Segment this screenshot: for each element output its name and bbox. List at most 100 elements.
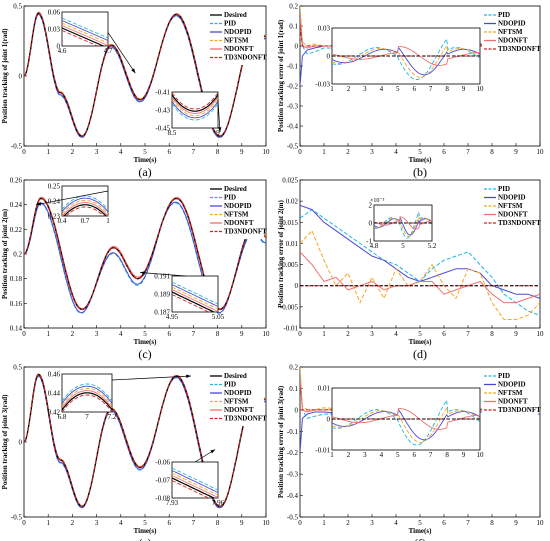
inset-exponent-label: ×10⁻³: [370, 198, 385, 204]
inset-series-nftsm: [374, 216, 432, 238]
inset-plot-area: [374, 211, 432, 239]
legend-label-pid: PID: [498, 372, 510, 380]
inset-x-tick-label: 9: [462, 451, 466, 459]
inset-series-ndopid: [374, 216, 432, 236]
y-tick-label: 0.16: [10, 300, 23, 308]
x-tick-label: 0: [22, 330, 26, 338]
zoom-pointer-line: [36, 190, 109, 206]
inset-series-td3ndonft: [62, 394, 112, 412]
inset-series-desired: [62, 27, 105, 46]
zoom-pointer-arrowhead: [210, 449, 216, 454]
x-tick-label: 5: [418, 148, 422, 156]
inset-y-tick-label: 0.187: [154, 309, 170, 317]
x-tick-label: 7: [466, 330, 470, 338]
inset-x-tick-label: 4: [380, 85, 384, 93]
x-tick-label: 1: [322, 330, 326, 338]
legend-label-ndopid: NDOPID: [224, 389, 252, 397]
inset-series-desired: [63, 204, 107, 216]
x-tick-label: 8: [216, 148, 220, 156]
y-tick-label: -0.01: [283, 325, 298, 333]
y-tick-label: 0.005: [282, 261, 298, 269]
legend-label-pid: PID: [498, 185, 510, 193]
y-tick-label: -0.3: [287, 103, 299, 111]
zoom-pointer-arrowhead: [218, 127, 222, 132]
zoom-inset: 7.93 7.96 -0.06 -0.07 -0.08: [155, 459, 224, 508]
inset-x-tick-label: 7.93: [166, 499, 179, 507]
x-tick-label: 6: [442, 148, 446, 156]
x-tick-label: 2: [346, 330, 350, 338]
inset-y-tick-label: 0.189: [154, 291, 170, 299]
x-tick-label: 0: [298, 148, 302, 156]
inset-x-tick-label: 4.8: [370, 242, 379, 250]
legend-label-ndopid: NDOPID: [224, 28, 252, 36]
zoom-inset: 8.5 9 -0.41 -0.43 -0.45: [155, 89, 220, 138]
y-tick-label: 0.14: [10, 325, 23, 333]
inset-series-ndopid: [332, 46, 480, 76]
inset-series-desired: [172, 291, 216, 312]
y-tick-label: 0.1: [289, 23, 298, 31]
y-tick-label: 0: [295, 406, 299, 414]
y-axis-label: Position tracking error of joint 3(rad): [277, 385, 285, 498]
inset-y-tick-label: 0.44: [48, 390, 61, 398]
zoom-inset: 6.8 7 7.2 0.46 0.44 0.42: [48, 371, 117, 422]
inset-x-tick-label: 8: [445, 85, 449, 93]
y-tick-label: -0.3: [287, 471, 299, 479]
y-axis-label: Position tracking of joint 2(m): [1, 208, 9, 299]
inset-series-nftsm: [172, 472, 218, 496]
x-tick-label: 5: [418, 519, 422, 527]
inset-series-td3ndonft: [172, 480, 210, 498]
inset-series-nftsm: [62, 199, 108, 215]
inset-series-ndonft: [172, 475, 218, 498]
legend-label-nftsm: NFTSM: [498, 202, 523, 210]
x-tick-label: 8: [490, 148, 494, 156]
inset-frame: [171, 275, 219, 313]
x-tick-label: 1: [46, 519, 50, 527]
inset-y-tick-label: -0.43: [155, 107, 170, 115]
inset-x-tick-label: 8: [445, 451, 449, 459]
zoom-inset: 1 2 3 4 5 6 7 8 9 10 0.01 0 -0.01: [315, 385, 484, 460]
inset-x-tick-label: 2: [347, 451, 351, 459]
zoom-inset: 4.8 5 5.2 2 0 -1 ×10⁻³: [366, 198, 437, 250]
inset-y-tick-label: -0.41: [155, 89, 170, 97]
inset-y-tick-label: 0: [369, 220, 373, 228]
inset-series-nftsm: [172, 286, 218, 310]
plot-area: [24, 196, 266, 314]
zoom-pointer-arrowhead: [186, 374, 191, 378]
series-line-td3ndonft: [24, 12, 266, 137]
legend-label-td3ndonft: TD3NDONFT: [224, 415, 267, 423]
inset-x-tick-label: 7: [429, 85, 433, 93]
inset-frame: [171, 461, 219, 499]
y-tick-label: 0.015: [282, 219, 298, 227]
y-tick-label: -0.1: [287, 428, 299, 436]
x-axis-label: Time(s): [134, 527, 157, 535]
legend-label-pid: PID: [498, 11, 510, 19]
inset-plot-area: [332, 37, 480, 80]
inset-x-tick-label: 1: [330, 85, 334, 93]
inset-x-tick-label: 5: [401, 242, 405, 250]
y-tick-label: -0.2: [287, 449, 299, 457]
inset-x-tick-label: 4.6: [58, 47, 67, 55]
x-tick-label: 4: [119, 330, 123, 338]
inset-series-desired: [62, 392, 112, 411]
inset-y-tick-label: 0.03: [318, 25, 331, 33]
inset-y-tick-label: 0.191: [154, 273, 170, 281]
x-tick-label: 7: [192, 330, 196, 338]
x-tick-label: 2: [71, 519, 75, 527]
inset-y-tick-label: -0.45: [155, 125, 170, 133]
legend-label-ndopid: NDOPID: [498, 20, 526, 28]
panel-label: (b): [413, 165, 427, 179]
inset-x-tick-label: 1: [330, 451, 334, 459]
inset-y-tick-label: 0.25: [48, 183, 61, 191]
inset-series-ndonft: [62, 25, 108, 46]
y-tick-label: -0.4: [287, 123, 299, 131]
inset-series-nftsm: [62, 387, 112, 406]
x-tick-label: 3: [95, 519, 99, 527]
inset-y-tick-label: -0.01: [315, 447, 330, 455]
y-axis-label: Position tracking of joint 1(rad): [1, 28, 9, 124]
x-tick-label: 0: [298, 519, 302, 527]
legend-label-nftsm: NFTSM: [498, 28, 523, 36]
x-tick-label: 9: [514, 330, 518, 338]
inset-x-tick-label: 7.96: [212, 499, 225, 507]
